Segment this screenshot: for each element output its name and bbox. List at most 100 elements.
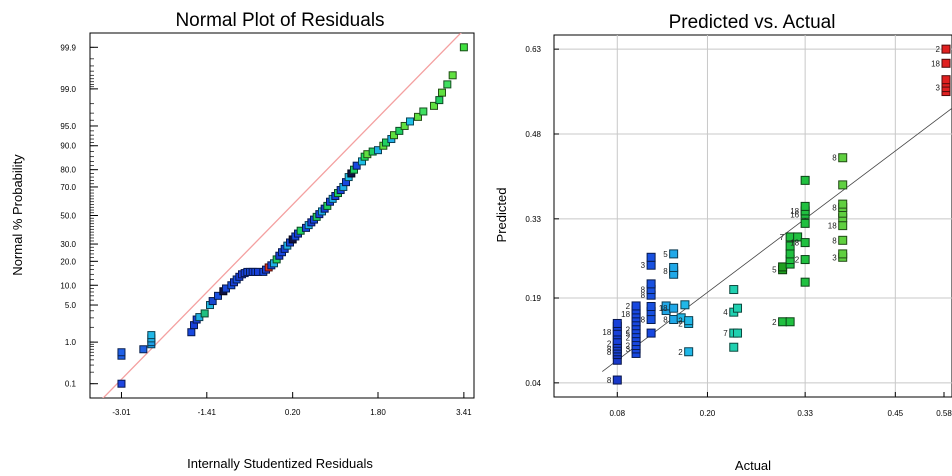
point-label: 8 [641, 286, 646, 295]
y-tick-label: 0.33 [525, 215, 541, 224]
point-label: 2 [626, 334, 631, 343]
x-tick-label: 0.33 [797, 409, 813, 418]
data-point [941, 75, 951, 85]
point-label: 18 [621, 310, 630, 319]
data-point [785, 249, 795, 259]
data-point [680, 300, 690, 310]
pva-points: 8882183225218288838188522274257218161838… [602, 44, 951, 385]
data-point [778, 262, 788, 272]
point-label: 18 [790, 207, 799, 216]
point-label: 18 [828, 222, 837, 231]
point-label: 3 [936, 84, 941, 93]
data-point [646, 315, 656, 325]
point-label: 2 [772, 318, 777, 327]
x-tick-label: -3.01 [112, 408, 131, 417]
data-point [669, 249, 679, 259]
point-label: 2 [607, 339, 612, 348]
x-tick-label: -1.41 [198, 408, 217, 417]
y-tick-label: 10.0 [60, 281, 76, 290]
pva-title: Predicted vs. Actual [669, 12, 836, 33]
data-point [646, 302, 656, 311]
data-point [800, 201, 810, 211]
point-label: 8 [607, 345, 612, 354]
pva-y-axis: 0.04 0.19 0.33 0.48 0.63 [525, 45, 559, 388]
normal-plot-chart: Normal Plot of Residuals 0.1 1.0 5.0 10.0 20… [10, 10, 475, 471]
normal-plot-title: Normal Plot of Residuals [175, 10, 384, 31]
y-tick-label: 0.19 [525, 294, 541, 303]
data-point [139, 345, 148, 354]
point-label: 2 [678, 317, 683, 326]
data-point [669, 303, 679, 313]
data-point [117, 379, 126, 388]
point-label: 18 [659, 304, 668, 313]
data-point [800, 175, 810, 185]
data-point [612, 318, 622, 328]
data-point [448, 71, 457, 80]
data-point [646, 260, 656, 270]
data-point [838, 249, 848, 259]
normal-plot-y-label: Normal % Probability [10, 154, 25, 276]
y-tick-label: 50.0 [60, 212, 76, 221]
data-point [785, 241, 795, 251]
point-label: 3 [641, 261, 646, 270]
data-point [147, 331, 156, 340]
point-label: 7 [780, 233, 785, 242]
point-label: 2 [795, 256, 800, 265]
x-tick-label: 3.41 [456, 408, 472, 417]
y-tick-label: 5.0 [65, 301, 77, 310]
point-label: 18 [790, 239, 799, 248]
data-point [729, 342, 739, 352]
data-point [838, 153, 848, 163]
y-tick-label: 0.63 [525, 45, 541, 54]
point-label: 16 [790, 210, 799, 219]
point-label: 8 [641, 316, 646, 325]
data-point [838, 235, 848, 245]
data-point [838, 199, 848, 209]
point-label: 7 [723, 329, 728, 338]
point-label: 2 [626, 326, 631, 335]
data-point [406, 117, 414, 126]
data-point [941, 44, 951, 54]
point-label: 5 [626, 330, 631, 339]
data-point [800, 238, 810, 248]
data-point [374, 146, 382, 155]
data-point [800, 255, 810, 265]
data-point [684, 316, 694, 326]
point-label: 4 [723, 308, 728, 317]
normal-plot-y-axis: 0.1 1.0 5.0 10.0 20.0 30.0 50.0 70.0 80.0 90.0 95.… [60, 43, 98, 389]
point-label: 8 [641, 291, 646, 300]
point-label: 5 [772, 266, 777, 275]
normal-plot-points [117, 43, 468, 388]
data-point [941, 58, 951, 68]
point-label: 3 [626, 345, 631, 354]
y-tick-label: 30.0 [60, 240, 76, 249]
data-point [684, 347, 694, 357]
data-point [838, 180, 848, 190]
y-tick-label: 90.0 [60, 142, 76, 151]
data-point [729, 285, 739, 295]
data-point [435, 96, 444, 105]
data-point [200, 309, 209, 318]
data-point [430, 101, 438, 110]
point-label: 5 [663, 250, 668, 259]
pva-y-label: Predicted [494, 188, 509, 243]
point-label: 2 [678, 319, 683, 328]
y-tick-label: 1.0 [65, 338, 77, 347]
data-point [352, 161, 361, 170]
pva-frame [553, 34, 952, 398]
data-point [646, 252, 656, 262]
y-tick-label: 70.0 [60, 183, 76, 192]
y-tick-label: 95.0 [60, 122, 76, 131]
data-point [419, 107, 428, 116]
y-tick-label: 0.1 [65, 380, 77, 389]
data-point [793, 232, 803, 242]
data-point [400, 121, 409, 130]
x-tick-label: 0.58 [936, 409, 952, 418]
data-point [443, 80, 452, 89]
pva-x-axis: 0.08 0.20 0.33 0.45 0.58 [609, 392, 952, 418]
point-label: 8 [832, 154, 837, 163]
data-point [646, 279, 656, 289]
point-label: 8 [607, 348, 612, 357]
data-point [733, 328, 743, 338]
